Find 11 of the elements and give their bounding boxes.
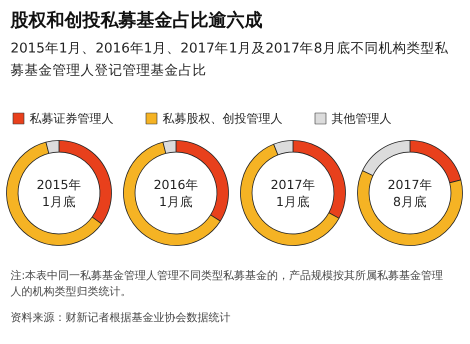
text: 2015年1月、2016年1月、2017年1月及2017年8月底不同机构类型私募基金管理人登记管理基金占比	[10, 40, 450, 78]
legend-label: 其他管理人	[332, 112, 392, 126]
text: 股权和创投私募基金占比逾六成	[10, 10, 262, 31]
legend-label: 私募证券管理人	[30, 112, 114, 126]
text: 2015年 1月底	[36, 177, 82, 209]
text: 2017年 8月底	[388, 177, 432, 209]
text: 2017年 1月底	[270, 177, 316, 209]
text: 注:本表中同一私募基金管理人管理不同类型私募基金的，产品规模按其所属私募基金管理人的机构类型归类统计。	[10, 269, 444, 298]
legend-label: 私募股权、创投管理人	[162, 112, 282, 126]
text: 2016年 1月底	[154, 177, 198, 209]
text: 资料来源：财新记者根据基金业协会数据统计	[10, 311, 230, 324]
